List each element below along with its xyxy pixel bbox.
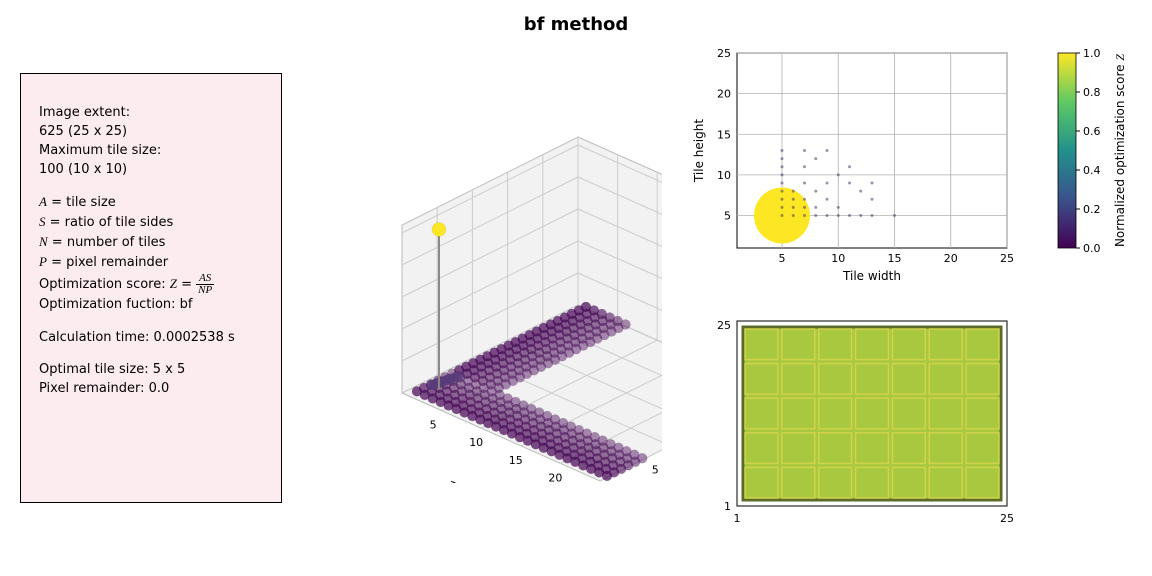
svg-text:1: 1 <box>734 512 741 525</box>
svg-text:1.0: 1.0 <box>1083 47 1101 60</box>
opt-score-frac: ASNP <box>196 273 214 296</box>
svg-text:20: 20 <box>717 88 731 101</box>
svg-text:10: 10 <box>717 169 731 182</box>
max-tile-label: Maximum tile size: <box>39 142 263 161</box>
svg-text:1: 1 <box>724 500 731 513</box>
pixel-remainder: Pixel remainder: 0.0 <box>39 380 263 399</box>
opt-fn-line: Optimization fuction: bf <box>39 296 263 315</box>
frac-den: NP <box>196 285 214 296</box>
info-panel: Image extent: 625 (25 x 25) Maximum tile… <box>20 73 282 503</box>
var-n-line: N = number of tiles <box>39 233 263 253</box>
var-a-desc: = tile size <box>47 195 116 210</box>
svg-text:5: 5 <box>652 463 659 476</box>
image-extent-value: 625 (25 x 25) <box>39 123 263 142</box>
svg-text:5: 5 <box>724 210 731 223</box>
svg-text:25: 25 <box>717 319 731 332</box>
optimal-tile: Optimal tile size: 5 x 5 <box>39 361 263 380</box>
var-s-line: S = ratio of tile sides <box>39 213 263 233</box>
tile-plot: 1 25 1 25 <box>682 311 1042 551</box>
svg-text:25: 25 <box>1000 252 1014 265</box>
svg-text:Tile width: Tile width <box>842 269 901 283</box>
svg-text:5: 5 <box>779 252 786 265</box>
var-s-desc: = ratio of tile sides <box>46 215 174 230</box>
svg-text:0.2: 0.2 <box>1083 203 1101 216</box>
svg-text:15: 15 <box>888 252 902 265</box>
svg-text:0.4: 0.4 <box>1083 164 1101 177</box>
var-p: P <box>39 254 47 269</box>
var-a: A <box>39 194 47 209</box>
image-extent-label: Image extent: <box>39 104 263 123</box>
opt-score-line: Optimization score: Z = ASNP <box>39 273 263 296</box>
opt-score-label: Optimization score: <box>39 277 170 292</box>
svg-text:Normalized optimization score: Normalized optimization score Z <box>1113 54 1127 247</box>
plot3d: 5510101515202025250.00.20.40.60.81.0Tile… <box>302 43 662 483</box>
colorbar: 0.0 0.2 0.4 0.6 0.8 1.0 Normalized optimizatio… <box>1052 43 1132 293</box>
plot3d-container: 5510101515202025250.00.20.40.60.81.0Tile… <box>302 43 662 483</box>
svg-text:0.0: 0.0 <box>1083 242 1101 255</box>
svg-text:Tile width: Tile width <box>446 478 506 483</box>
var-p-line: P = pixel remainder <box>39 253 263 273</box>
svg-text:15: 15 <box>509 454 523 467</box>
page-title: bf method <box>20 14 1132 35</box>
right-column: 551010151520202525Tile widthTile height … <box>682 43 1132 551</box>
opt-score-z: Z <box>170 276 177 291</box>
calc-time: Calculation time: 0.0002538 s <box>39 329 263 348</box>
svg-text:Tile height: Tile height <box>692 119 706 183</box>
svg-text:15: 15 <box>717 128 731 141</box>
svg-text:20: 20 <box>944 252 958 265</box>
max-tile-value: 100 (10 x 10) <box>39 161 263 180</box>
svg-text:20: 20 <box>548 471 562 483</box>
svg-text:10: 10 <box>469 436 483 449</box>
var-p-desc: = pixel remainder <box>47 255 168 270</box>
svg-text:10: 10 <box>831 252 845 265</box>
svg-text:25: 25 <box>1000 512 1014 525</box>
svg-text:5: 5 <box>430 419 437 432</box>
var-n: N <box>39 234 48 249</box>
svg-text:25: 25 <box>717 47 731 60</box>
svg-text:0.8: 0.8 <box>1083 86 1101 99</box>
var-n-desc: = number of tiles <box>48 235 166 250</box>
opt-score-eq: = <box>177 277 196 292</box>
var-a-line: A = tile size <box>39 193 263 213</box>
frac-num: AS <box>196 273 214 285</box>
layout-row: Image extent: 625 (25 x 25) Maximum tile… <box>20 43 1132 551</box>
svg-text:0.6: 0.6 <box>1083 125 1101 138</box>
scatter-plot: 5 5 10 10 15 15 20 20 25 25 Tile width Tile height <box>682 43 1042 293</box>
